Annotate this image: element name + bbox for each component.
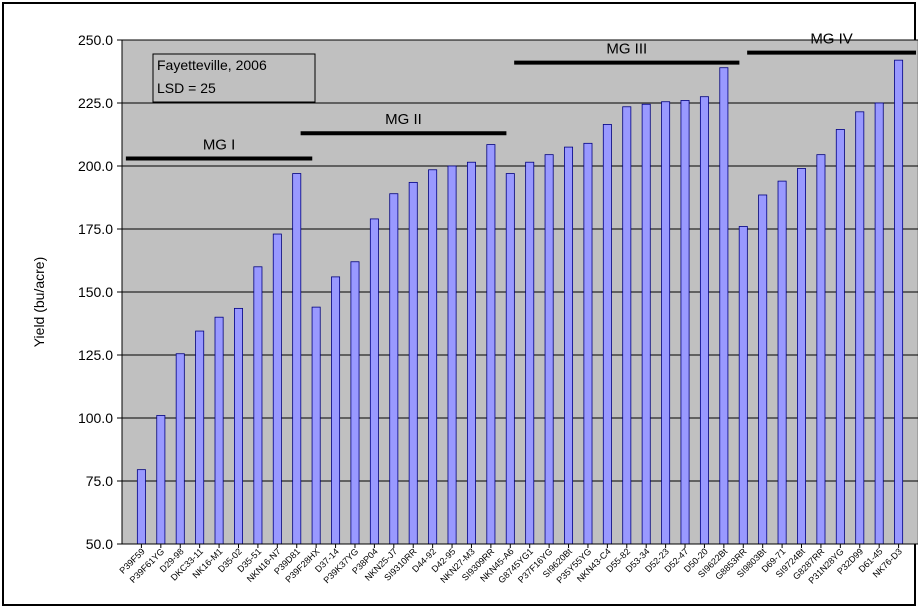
bar-D52-47 xyxy=(680,100,690,545)
bar-P39F28HX xyxy=(311,306,321,545)
bar-P39F59 xyxy=(136,469,146,545)
bar-D69-71 xyxy=(777,180,787,545)
bar-D35-51 xyxy=(253,266,263,545)
y-tick-label-7: 225.0 xyxy=(78,95,113,111)
bar-NK16-M1 xyxy=(214,316,224,545)
bar-SI9620Bt xyxy=(564,146,574,545)
group-label-3: MG IV xyxy=(810,31,853,48)
y-tick-label-2: 100.0 xyxy=(78,410,113,426)
bar-SI9310RR xyxy=(408,181,418,545)
y-tick-label-0: 50.0 xyxy=(86,536,113,552)
bar-D37-14 xyxy=(331,276,341,545)
bar-P39F61YG xyxy=(156,415,166,545)
bar-NKN43-C4 xyxy=(602,124,612,545)
bar-NKN25-J7 xyxy=(389,193,399,545)
bar-D52-23 xyxy=(661,101,671,545)
y-tick-label-5: 175.0 xyxy=(78,221,113,237)
bar-P38P04 xyxy=(369,218,379,545)
bar-D53-34 xyxy=(641,103,651,545)
bar-D35-02 xyxy=(234,307,243,545)
bar-SI9309RR xyxy=(486,144,496,545)
y-tick-label-1: 75.0 xyxy=(86,473,113,489)
bar-G8287RR xyxy=(816,154,826,545)
y-tick-label-4: 150.0 xyxy=(78,284,113,300)
bar-NKN27-M3 xyxy=(466,161,476,545)
bar-D29-98 xyxy=(175,353,185,545)
bar-P35Y55YG xyxy=(583,142,593,545)
bar-NKN45-A6 xyxy=(505,173,515,545)
bar-D42-95 xyxy=(447,165,457,545)
annotation-box: Fayetteville, 2006 LSD = 25 xyxy=(152,53,316,103)
bar-SI9803Bt xyxy=(758,194,768,545)
bar-D55-82 xyxy=(622,106,632,545)
bar-D44-92 xyxy=(428,169,438,545)
y-tick-label-8: 250.0 xyxy=(78,32,113,48)
annotation-location: Fayetteville, 2006 xyxy=(157,57,267,73)
bar-DKC33-11 xyxy=(195,330,205,545)
bar-NKN16-N7 xyxy=(272,233,282,545)
bar-G8745YG1 xyxy=(525,161,535,545)
bar-P32D99 xyxy=(855,111,865,545)
bar-SI9724Bt xyxy=(797,168,806,545)
annotation-lsd: LSD = 25 xyxy=(157,80,216,96)
bar-G8853RR xyxy=(738,226,748,545)
group-label-0: MG I xyxy=(203,136,236,153)
y-axis-label: Yield (bu/acre) xyxy=(31,257,47,348)
bar-P37F16YG xyxy=(544,154,554,545)
yield-bar-chart: 50.0 75.0 100.0 125.0 150.0 175.0 200.0 225.0 25… xyxy=(31,31,918,586)
bar-NK76-D3 xyxy=(894,59,904,545)
bar-P39D81 xyxy=(292,173,302,545)
group-label-2: MG III xyxy=(606,41,647,58)
y-tick-label-3: 125.0 xyxy=(78,347,113,363)
group-label-1: MG II xyxy=(385,111,422,128)
bar-P31N28YG xyxy=(835,129,845,545)
bar-SI9622Bt xyxy=(719,67,729,545)
bar-P39K37YG xyxy=(350,261,360,545)
bar-D61-45 xyxy=(874,102,884,545)
bar-D50-20 xyxy=(699,96,709,545)
y-tick-label-6: 200.0 xyxy=(78,158,113,174)
